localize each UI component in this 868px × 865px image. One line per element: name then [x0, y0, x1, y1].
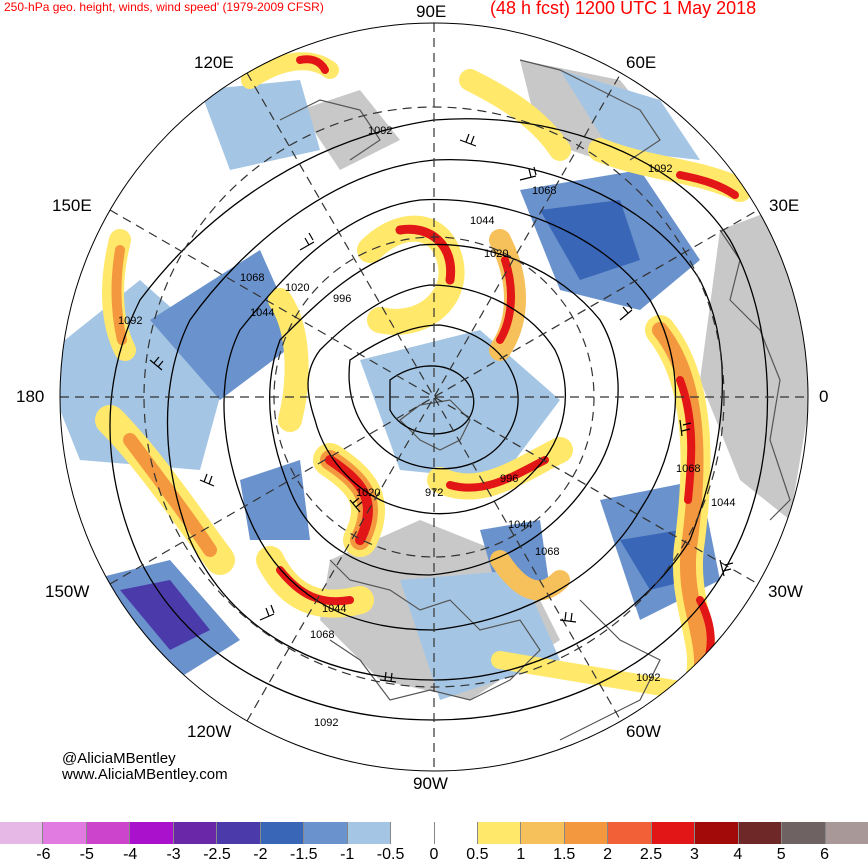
- colorbar-tick-label: -1: [340, 846, 355, 863]
- colorbar-cell: [477, 822, 522, 844]
- colorbar-cell: [564, 822, 609, 844]
- contour-label: 1044: [322, 603, 346, 615]
- map-title-right: (48 h fcst) 1200 UTC 1 May 2018: [490, 0, 757, 18]
- lon-label-30e: 30E: [769, 196, 800, 215]
- colorbar-cell: [130, 822, 174, 844]
- wind-barbs: [149, 133, 734, 683]
- contour-label: 1068: [535, 546, 559, 558]
- colorbar-tick-label: 2: [603, 846, 613, 863]
- contour-label: 1044: [470, 215, 494, 227]
- map-boundary: [59, 22, 809, 772]
- contour-label: 1068: [310, 629, 334, 641]
- colorbar-tick-label: -4: [123, 846, 138, 863]
- contour-label: 1092: [636, 672, 660, 684]
- colorbar-cell: [173, 822, 218, 844]
- lon-label-180: 180: [16, 387, 45, 406]
- colorbar-cell: [347, 822, 392, 844]
- lon-label-30w: 30W: [768, 582, 803, 601]
- contour-label: 1092: [648, 163, 672, 175]
- lon-label-90e: 90E: [416, 2, 447, 21]
- lon-label-150w: 150W: [45, 582, 90, 601]
- colorbar-tick-label: -5: [79, 846, 94, 863]
- colorbar-cell: [825, 822, 868, 844]
- contour-label: 996: [500, 473, 518, 485]
- colorbar-tick-label: 3: [689, 846, 699, 863]
- colorbar-tick-label: -0.5: [376, 846, 405, 863]
- positive-anomaly-fill: [95, 52, 752, 699]
- contour-label: 1020: [356, 487, 380, 499]
- colorbar-cell: [260, 822, 305, 844]
- lon-label-60w: 60W: [626, 722, 661, 741]
- contour-label: 1092: [368, 125, 392, 137]
- colorbar-cell: [608, 822, 652, 844]
- colorbar-tick-label: 0: [429, 846, 439, 863]
- colorbar-cell: [86, 822, 131, 844]
- colorbar-tick-label: 1.5: [553, 846, 576, 863]
- colorbar-tick-label: -2.5: [203, 846, 231, 863]
- colorbar-cell: [0, 822, 44, 844]
- colorbar-tick-label: 5: [776, 846, 786, 863]
- colorbar: [0, 822, 868, 844]
- colorbar-cell: [217, 822, 261, 844]
- map-title-left: 250-hPa geo. height, winds, wind speed' …: [4, 0, 324, 14]
- colorbar-tick-label: 2.5: [639, 846, 663, 863]
- colorbar-cell: [391, 822, 435, 844]
- graticule: [60, 23, 808, 771]
- colorbar-cell: [521, 822, 565, 844]
- contour-label: 972: [425, 487, 443, 499]
- contour-label: 996: [333, 293, 351, 305]
- contour-label: 1020: [285, 282, 309, 294]
- colorbar-cell: [43, 822, 87, 844]
- colorbar-cell: [434, 822, 478, 844]
- colorbar-tick-label: 0.5: [466, 846, 489, 863]
- lon-label-150e: 150E: [52, 196, 92, 215]
- lon-label-120e: 120E: [194, 53, 234, 72]
- lon-label-120w: 120W: [187, 722, 232, 741]
- colorbar-tick-label: -6: [36, 846, 51, 863]
- polar-stereographic-map: 1092 1068 1044 1020 996 972 996 1020 104…: [59, 22, 809, 772]
- colorbar-tick-labels: -6 -5 -4 -3 -2.5 -2 -1.5 -1 -0.5 0 0.5 1 1.5 2 2.5 3 4 5 6: [0, 846, 868, 865]
- contour-label: 1068: [676, 463, 700, 475]
- contour-label: 1092: [314, 717, 338, 729]
- lon-label-90w: 90W: [413, 774, 448, 793]
- contour-label: 1092: [118, 315, 142, 327]
- colorbar-tick-label: -2: [253, 846, 268, 863]
- coastlines: [279, 59, 791, 741]
- colorbar-cell: [738, 822, 783, 844]
- colorbar-tick-label: 1: [516, 846, 526, 863]
- colorbar-tick-label: 6: [820, 846, 830, 863]
- contour-label: 1068: [240, 272, 264, 284]
- contour-label: 1020: [484, 248, 508, 260]
- colorbar-cell: [304, 822, 348, 844]
- colorbar-cell: [695, 822, 739, 844]
- colorbar-tick-label: 4: [733, 846, 743, 863]
- colorbar-cell: [782, 822, 826, 844]
- contour-label: 1044: [711, 497, 735, 509]
- lon-label-60e: 60E: [626, 53, 657, 72]
- contour-label: 1044: [508, 519, 532, 531]
- colorbar-cell: [651, 822, 696, 844]
- contour-label: 1068: [532, 185, 556, 197]
- contour-label: 1044: [250, 307, 274, 319]
- colorbar-tick-label: -1.5: [290, 846, 318, 863]
- map-disk-content: 1092 1068 1044 1020 996 972 996 1020 104…: [60, 23, 808, 771]
- colorbar-tick-label: -3: [166, 846, 181, 863]
- author-credit: @AliciaMBentley: [62, 750, 176, 767]
- contour-value-labels: 1092 1068 1044 1020 996 972 996 1020 104…: [118, 125, 735, 729]
- lon-label-0: 0: [819, 387, 829, 406]
- website-credit: www.AliciaMBentley.com: [62, 766, 228, 783]
